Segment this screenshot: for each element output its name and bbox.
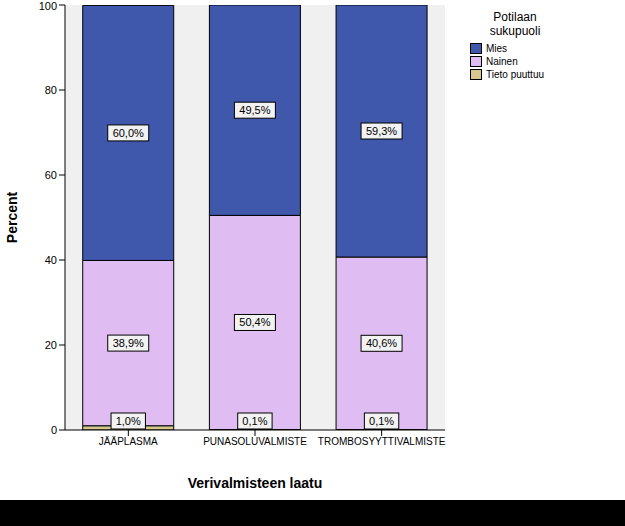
svg-text:Percent: Percent — [8, 191, 20, 243]
svg-text:60,0%: 60,0% — [113, 127, 144, 139]
svg-text:Verivalmisteen laatu: Verivalmisteen laatu — [188, 475, 323, 491]
svg-text:1,0%: 1,0% — [116, 415, 141, 427]
svg-text:59,3%: 59,3% — [366, 125, 397, 137]
svg-text:TROMBOSYYTTIVALMISTE: TROMBOSYYTTIVALMISTE — [318, 436, 446, 447]
svg-text:38,9%: 38,9% — [113, 337, 144, 349]
svg-text:PUNASOLUVALMISTE: PUNASOLUVALMISTE — [203, 436, 307, 447]
svg-text:49,5%: 49,5% — [239, 104, 270, 116]
html-text:Tieto puuttuu: Tieto puuttuu — [486, 69, 544, 80]
html-text:Potilaan sukupuoli: Potilaan sukupuoli — [489, 10, 541, 38]
svg-text:0,1%: 0,1% — [369, 415, 394, 427]
svg-text:20: 20 — [45, 339, 57, 351]
svg-text:50,4%: 50,4% — [239, 316, 270, 328]
html-text:Mies: Mies — [486, 43, 508, 54]
svg-text:40,6%: 40,6% — [366, 337, 397, 349]
svg-text:80: 80 — [45, 84, 57, 96]
svg-text:60: 60 — [45, 169, 57, 181]
svg-text:100: 100 — [39, 0, 57, 12]
svg-text:JÄÄPLASMA: JÄÄPLASMA — [99, 436, 158, 447]
svg-text:0: 0 — [51, 424, 57, 436]
svg-text:40: 40 — [45, 254, 57, 266]
svg-text:0,1%: 0,1% — [242, 415, 267, 427]
html-text:Nainen: Nainen — [486, 56, 518, 67]
